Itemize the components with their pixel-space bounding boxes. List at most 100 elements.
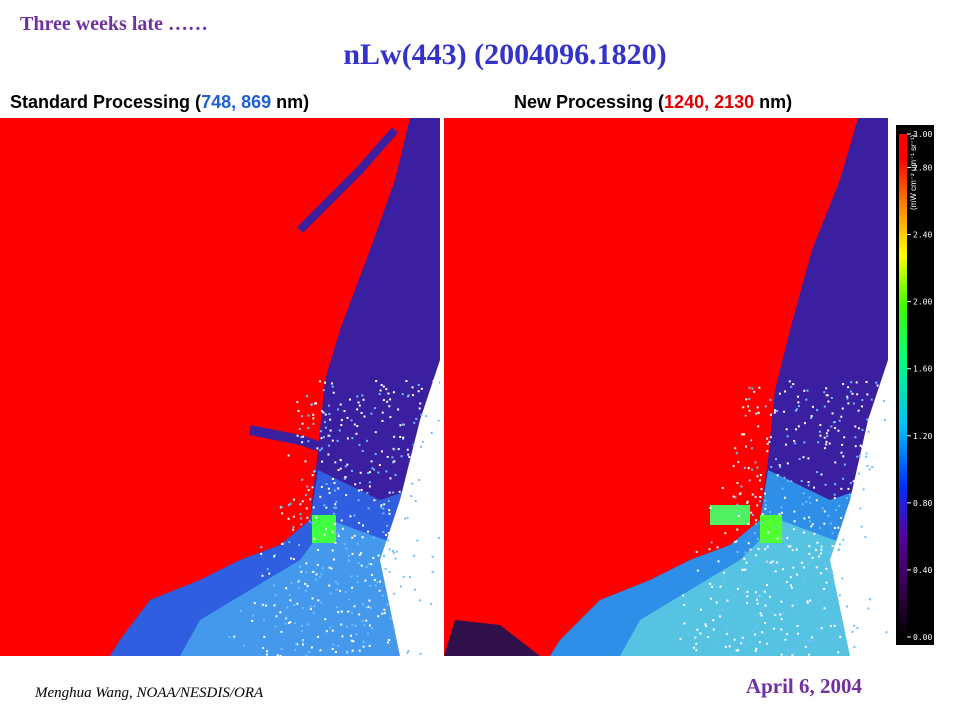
speckle: [810, 415, 813, 418]
speckle: [362, 603, 365, 606]
speckle: [857, 511, 860, 514]
speckle: [347, 555, 350, 558]
speckle: [850, 381, 853, 384]
speckle: [358, 553, 361, 556]
speckle: [823, 391, 826, 394]
speckle: [273, 604, 276, 607]
speckle: [847, 402, 850, 405]
speckle: [289, 502, 292, 505]
speckle: [755, 554, 758, 557]
speckle: [307, 427, 310, 430]
speckle: [751, 513, 754, 516]
speckle: [800, 561, 803, 564]
speckle: [422, 613, 425, 616]
speckle: [289, 599, 292, 602]
colorbar-tick-label: 0.00: [913, 633, 932, 642]
speckle: [863, 563, 866, 566]
speckle: [324, 413, 327, 416]
speckle: [815, 628, 818, 631]
heading-text: New Processing (: [514, 92, 664, 112]
speckle: [321, 460, 324, 463]
speckle: [704, 623, 707, 626]
speckle: [333, 506, 336, 509]
speckle: [347, 610, 350, 613]
speckle: [332, 512, 335, 515]
speckle: [419, 652, 422, 655]
speckle: [396, 515, 399, 518]
speckle: [741, 433, 744, 436]
speckle: [386, 400, 389, 403]
speckle: [319, 576, 322, 579]
speckle: [413, 554, 416, 557]
speckle: [809, 599, 812, 602]
speckle: [323, 533, 326, 536]
speckle: [353, 534, 356, 537]
speckle: [281, 512, 284, 515]
speckle: [755, 519, 758, 522]
speckle: [362, 524, 365, 527]
speckle: [774, 409, 777, 412]
colorbar-tick-label: 2.80: [913, 164, 932, 173]
speckle: [757, 425, 760, 428]
speckle: [855, 381, 858, 384]
speckle: [802, 531, 805, 534]
speckle: [871, 459, 874, 462]
speckle: [412, 571, 415, 574]
speckle: [312, 417, 315, 420]
speckle: [340, 610, 343, 613]
speckle: [764, 504, 767, 507]
speckle: [333, 522, 336, 525]
speckle: [809, 639, 812, 642]
speckle: [399, 585, 402, 588]
speckle: [831, 570, 834, 573]
speckle: [785, 443, 788, 446]
speckle: [718, 615, 721, 618]
speckle: [726, 628, 729, 631]
speckle: [828, 595, 831, 598]
speckle: [858, 478, 861, 481]
speckle: [388, 570, 391, 573]
speckle: [325, 482, 328, 485]
speckle: [386, 524, 389, 527]
speckle: [355, 633, 358, 636]
speckle: [760, 488, 763, 491]
speckle: [437, 537, 440, 540]
speckle: [779, 466, 782, 469]
speckle: [858, 509, 861, 512]
speckle: [787, 648, 790, 651]
speckle: [851, 392, 854, 395]
speckle: [331, 530, 334, 533]
speckle: [414, 499, 417, 502]
speckle: [780, 600, 783, 603]
speckle: [773, 411, 776, 414]
speckle: [763, 632, 766, 635]
speckle: [724, 532, 727, 535]
speckle: [759, 612, 762, 615]
speckle: [333, 482, 336, 485]
speckle: [319, 430, 322, 433]
speckle: [766, 437, 769, 440]
speckle: [785, 581, 788, 584]
speckle: [742, 406, 745, 409]
speckle: [762, 539, 765, 542]
speckle: [806, 389, 809, 392]
speckle: [349, 515, 352, 518]
speckle: [367, 472, 370, 475]
speckle: [309, 605, 312, 608]
speckle: [696, 569, 699, 572]
speckle: [407, 453, 410, 456]
speckle: [345, 652, 348, 655]
speckle: [368, 471, 371, 474]
speckle: [858, 454, 861, 457]
speckle: [683, 622, 686, 625]
speckle: [808, 516, 811, 519]
speckle: [367, 632, 370, 635]
speckle: [863, 475, 866, 478]
speckle: [806, 601, 809, 604]
satellite-image: [444, 118, 888, 656]
speckle: [735, 540, 738, 543]
speckle: [339, 458, 342, 461]
speckle: [340, 424, 343, 427]
speckle: [385, 533, 388, 536]
speckle: [807, 481, 810, 484]
